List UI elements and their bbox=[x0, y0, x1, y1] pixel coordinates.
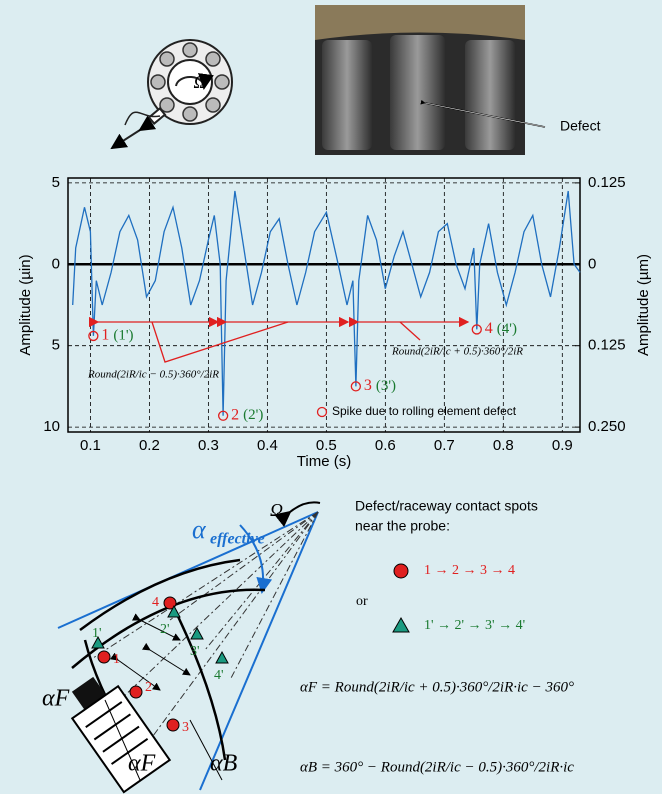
alpha-effective: α bbox=[192, 515, 207, 544]
spike-label: 4 bbox=[485, 320, 493, 337]
x-tick-label: 0.3 bbox=[198, 437, 219, 454]
x-axis-label: Time (s) bbox=[297, 453, 351, 470]
circle-label: 3 bbox=[182, 720, 189, 735]
legend-symbol bbox=[318, 408, 327, 417]
y-tick-label: 5 bbox=[52, 174, 60, 191]
circle-label: 2 bbox=[145, 680, 152, 695]
alpha-effective-sub: effective bbox=[210, 531, 265, 548]
spike-label: 2 bbox=[231, 406, 239, 423]
triangle-label: 1' bbox=[92, 626, 102, 641]
y2-tick-label: 0 bbox=[588, 255, 596, 272]
spike-label-alt: (4') bbox=[497, 321, 517, 337]
triangle-label: 4' bbox=[214, 668, 224, 683]
alpha-label: αB bbox=[210, 751, 238, 777]
x-tick-label: 0.2 bbox=[139, 437, 160, 454]
y2-axis-label: Amplitude (µm) bbox=[635, 254, 652, 356]
equation: αF = Round(2iR/ic + 0.5)·360°/2iR·ic − 3… bbox=[300, 679, 574, 695]
spike-label-alt: (1') bbox=[113, 327, 133, 343]
circle-point bbox=[167, 719, 179, 731]
figure: Ω Defect 5 0 5 10 0.125 0 0.125 0.250 0.1 0.2 0.3 0… bbox=[0, 0, 662, 794]
page: Ω Defect 5 0 5 10 0.125 0 0.125 0.250 0.1 0.2 0.3 0… bbox=[0, 0, 662, 794]
spike-label: 1 bbox=[101, 327, 109, 344]
circle-sequence: 1 → 2 → 3 → 4 bbox=[424, 563, 515, 578]
circle-point bbox=[98, 651, 110, 663]
omega-label: Ω bbox=[270, 500, 283, 520]
y2-tick-label: 0.125 bbox=[588, 337, 626, 354]
circle-label: 1 bbox=[113, 652, 120, 667]
spike-label-alt: (2') bbox=[243, 407, 263, 423]
triangle-point bbox=[216, 652, 228, 663]
y-tick-label: 10 bbox=[43, 418, 60, 435]
circle-symbol bbox=[394, 564, 408, 578]
triangle-sequence: 1' → 2' → 3' → 4' bbox=[424, 618, 525, 633]
circle-point bbox=[130, 686, 142, 698]
x-tick-label: 0.5 bbox=[316, 437, 337, 454]
bearing-icon bbox=[112, 40, 232, 148]
x-tick-label: 0.9 bbox=[552, 437, 573, 454]
formula-annotation: Round(2iR/ic + 0.5)·360°/2iR bbox=[391, 346, 523, 358]
equation: αB = 360° − Round(2iR/ic − 0.5)·360°/2iR… bbox=[300, 759, 574, 775]
x-tick-label: 0.1 bbox=[80, 437, 101, 454]
y2-tick-label: 0.250 bbox=[588, 418, 626, 435]
x-tick-label: 0.6 bbox=[375, 437, 396, 454]
alpha-label: αF bbox=[128, 751, 156, 777]
triangle-point bbox=[191, 628, 203, 639]
triangle-label: 3' bbox=[190, 644, 200, 659]
bearing-photo bbox=[315, 5, 545, 155]
alpha-label: αF bbox=[42, 686, 70, 712]
triangle-label: 2' bbox=[160, 622, 170, 637]
triangle-symbol bbox=[393, 618, 409, 632]
or-label: or bbox=[356, 594, 368, 609]
legend-label: Spike due to rolling element defect bbox=[332, 404, 517, 418]
x-tick-label: 0.8 bbox=[493, 437, 514, 454]
legend-title: Defect/raceway contact spots bbox=[355, 498, 538, 514]
spike-label: 3 bbox=[364, 377, 372, 394]
y-axis-label: Amplitude (µin) bbox=[17, 254, 34, 355]
circle-label: 4 bbox=[152, 595, 159, 610]
x-tick-label: 0.7 bbox=[434, 437, 455, 454]
spike-label-alt: (3') bbox=[376, 378, 396, 394]
x-tick-label: 0.4 bbox=[257, 437, 278, 454]
y-tick-label: 5 bbox=[52, 337, 60, 354]
legend-title: near the probe: bbox=[355, 518, 450, 534]
y2-tick-label: 0.125 bbox=[588, 174, 626, 191]
omega-label: Ω bbox=[193, 72, 206, 92]
defect-label: Defect bbox=[560, 118, 601, 134]
formula-annotation: Round(2iR/ic − 0.5)·360°/2iR bbox=[87, 369, 219, 381]
y-tick-label: 0 bbox=[52, 255, 60, 272]
